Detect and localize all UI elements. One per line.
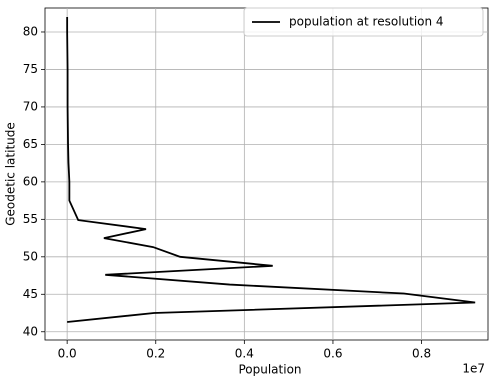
x-axis-label: Population <box>238 363 301 377</box>
y-tick-label: 50 <box>23 249 38 263</box>
x-tick-label: 0.0 <box>58 347 77 361</box>
x-tick-label: 0.6 <box>323 347 342 361</box>
legend-label: population at resolution 4 <box>289 15 444 29</box>
y-tick-label: 80 <box>23 24 38 38</box>
x-tick-label: 0.4 <box>235 347 254 361</box>
y-axis-label: Geodetic latitude <box>4 122 18 226</box>
y-tick-label: 55 <box>23 212 38 226</box>
y-tick-label: 75 <box>23 62 38 76</box>
y-tick-label: 60 <box>23 174 38 188</box>
legend-box <box>243 7 484 37</box>
y-tick-label: 40 <box>23 324 38 338</box>
y-tick-label: 70 <box>23 99 38 113</box>
y-tick-label: 65 <box>23 137 38 151</box>
y-tick-label: 45 <box>23 287 38 301</box>
x-offset-label: 1e7 <box>462 362 485 376</box>
x-tick-label: 0.2 <box>146 347 165 361</box>
data-line <box>66 16 476 323</box>
x-tick-label: 0.8 <box>412 347 431 361</box>
